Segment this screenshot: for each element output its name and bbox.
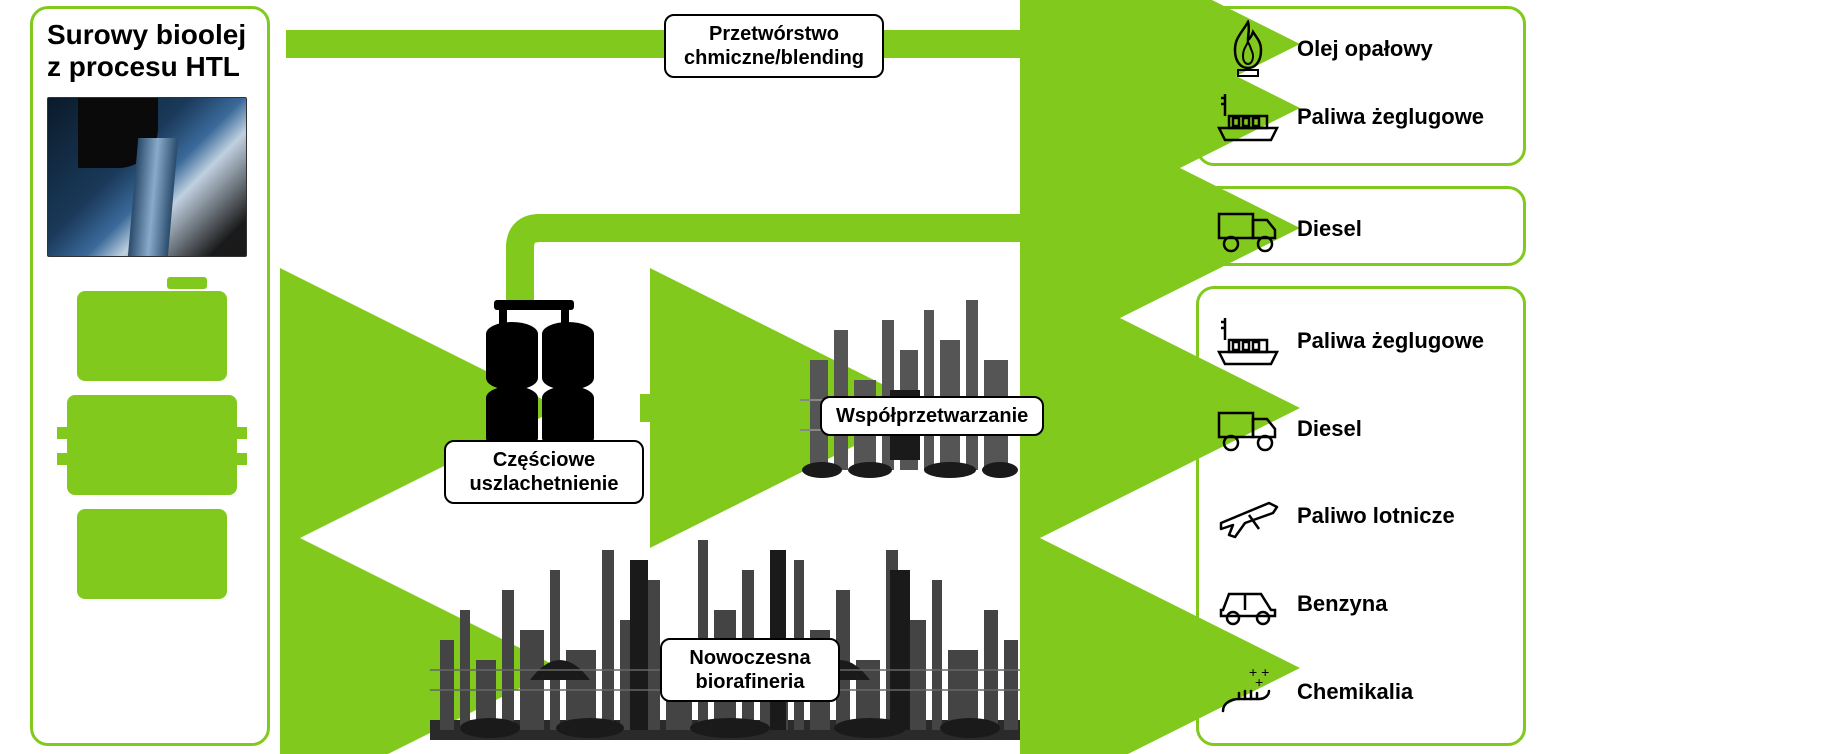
output-chemicals: + + + Chemikalia xyxy=(1203,657,1519,725)
process-coprocessing xyxy=(800,300,1020,480)
oil-pour-image xyxy=(47,97,247,257)
output-gasoline: Benzyna xyxy=(1203,570,1519,638)
output-marine-2-label: Paliwa żeglugowe xyxy=(1297,328,1484,353)
process-partial-label: Częściowe uszlachetnienie xyxy=(444,440,644,504)
process-partial xyxy=(444,300,624,450)
process-blending-label: Przetwórstwo chmiczne/blending xyxy=(664,14,884,78)
output-box-1: Olej opałowy Paliwa żeglugowe xyxy=(1196,6,1526,166)
output-jet-label: Paliwo lotnicze xyxy=(1297,503,1455,528)
output-diesel-2: Diesel xyxy=(1203,394,1519,462)
hand-chem-icon: + + + xyxy=(1213,661,1283,721)
process-biorefinery xyxy=(430,520,1020,740)
output-box-2: Diesel xyxy=(1196,186,1526,266)
source-box: Surowy bioolej z procesu HTL xyxy=(30,6,270,746)
output-diesel-1-label: Diesel xyxy=(1297,216,1362,241)
output-gasoline-label: Benzyna xyxy=(1297,591,1387,616)
output-marine-1-label: Paliwa żeglugowe xyxy=(1297,104,1484,129)
refinery-small-icon xyxy=(800,300,1020,480)
output-box-3: Paliwa żeglugowe Diesel Paliwo lotnicze xyxy=(1196,286,1526,746)
truck-icon-2 xyxy=(1213,398,1283,458)
plane-icon xyxy=(1213,486,1283,546)
ship-icon xyxy=(1213,87,1283,147)
barrel-icon xyxy=(47,277,247,617)
source-title: Surowy bioolej z procesu HTL xyxy=(33,9,267,91)
process-coprocessing-label: Współprzetwarzanie xyxy=(820,396,1044,436)
output-diesel-1: Diesel xyxy=(1203,195,1519,263)
refinery-large-icon xyxy=(430,520,1020,740)
output-heating-oil: Olej opałowy xyxy=(1203,15,1519,83)
output-diesel-2-label: Diesel xyxy=(1297,416,1362,441)
car-icon xyxy=(1213,574,1283,634)
output-marine-1: Paliwa żeglugowe xyxy=(1203,83,1519,151)
svg-text:+: + xyxy=(1255,674,1263,690)
process-biorefinery-label: Nowoczesna biorafineria xyxy=(660,638,840,702)
truck-icon xyxy=(1213,199,1283,259)
ship-icon-2 xyxy=(1213,311,1283,371)
output-chemicals-label: Chemikalia xyxy=(1297,679,1413,704)
output-heating-oil-label: Olej opałowy xyxy=(1297,36,1433,61)
output-marine-2: Paliwa żeglugowe xyxy=(1203,307,1519,375)
output-jet: Paliwo lotnicze xyxy=(1203,482,1519,550)
tanks-icon xyxy=(444,300,624,450)
flame-icon xyxy=(1213,19,1283,79)
